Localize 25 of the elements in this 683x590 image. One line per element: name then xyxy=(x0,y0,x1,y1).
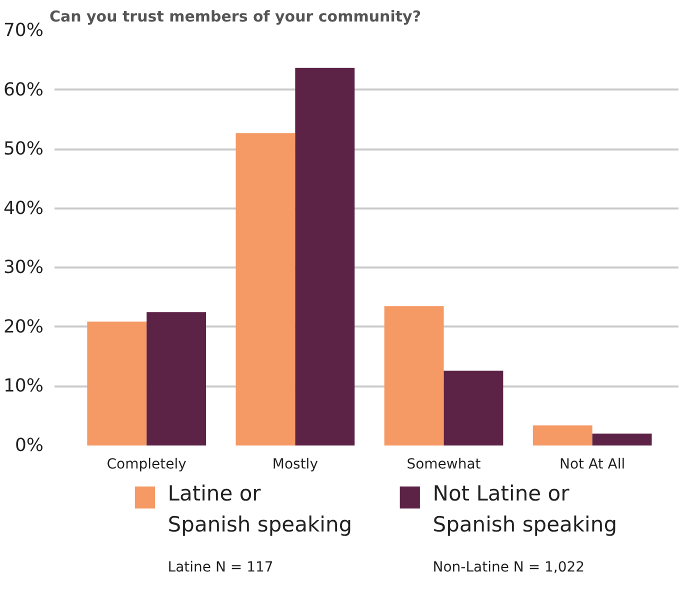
legend-label: Not Latine or Spanish speaking xyxy=(432,482,618,537)
y-tick-label: 20% xyxy=(3,316,44,338)
x-tick-label: Not At All xyxy=(560,456,626,472)
bar xyxy=(384,306,444,446)
y-tick-label: 30% xyxy=(3,257,44,278)
bar xyxy=(532,425,592,446)
text: Latine N = 117 xyxy=(168,560,274,576)
y-tick-label: 60% xyxy=(3,79,44,100)
bar xyxy=(295,68,355,446)
y-tick-label: 40% xyxy=(3,198,44,219)
bar xyxy=(146,312,206,446)
chart-title: Can you trust members of your community? xyxy=(50,8,422,26)
x-tick-label: Somewhat xyxy=(406,456,482,472)
bar xyxy=(444,370,504,446)
bar xyxy=(592,434,652,446)
y-tick-label: 10% xyxy=(3,376,44,397)
y-tick-label: 70% xyxy=(3,20,44,41)
x-tick-label: Completely xyxy=(106,456,186,472)
text: Non-Latine N = 1,022 xyxy=(432,560,585,576)
y-tick-label: 50% xyxy=(3,138,44,160)
bar xyxy=(87,322,147,446)
y-tick-label: 0% xyxy=(14,435,44,456)
x-tick-label: Mostly xyxy=(272,456,318,472)
bar xyxy=(236,133,296,446)
legend-label: Latine or Spanish speaking xyxy=(168,482,352,537)
